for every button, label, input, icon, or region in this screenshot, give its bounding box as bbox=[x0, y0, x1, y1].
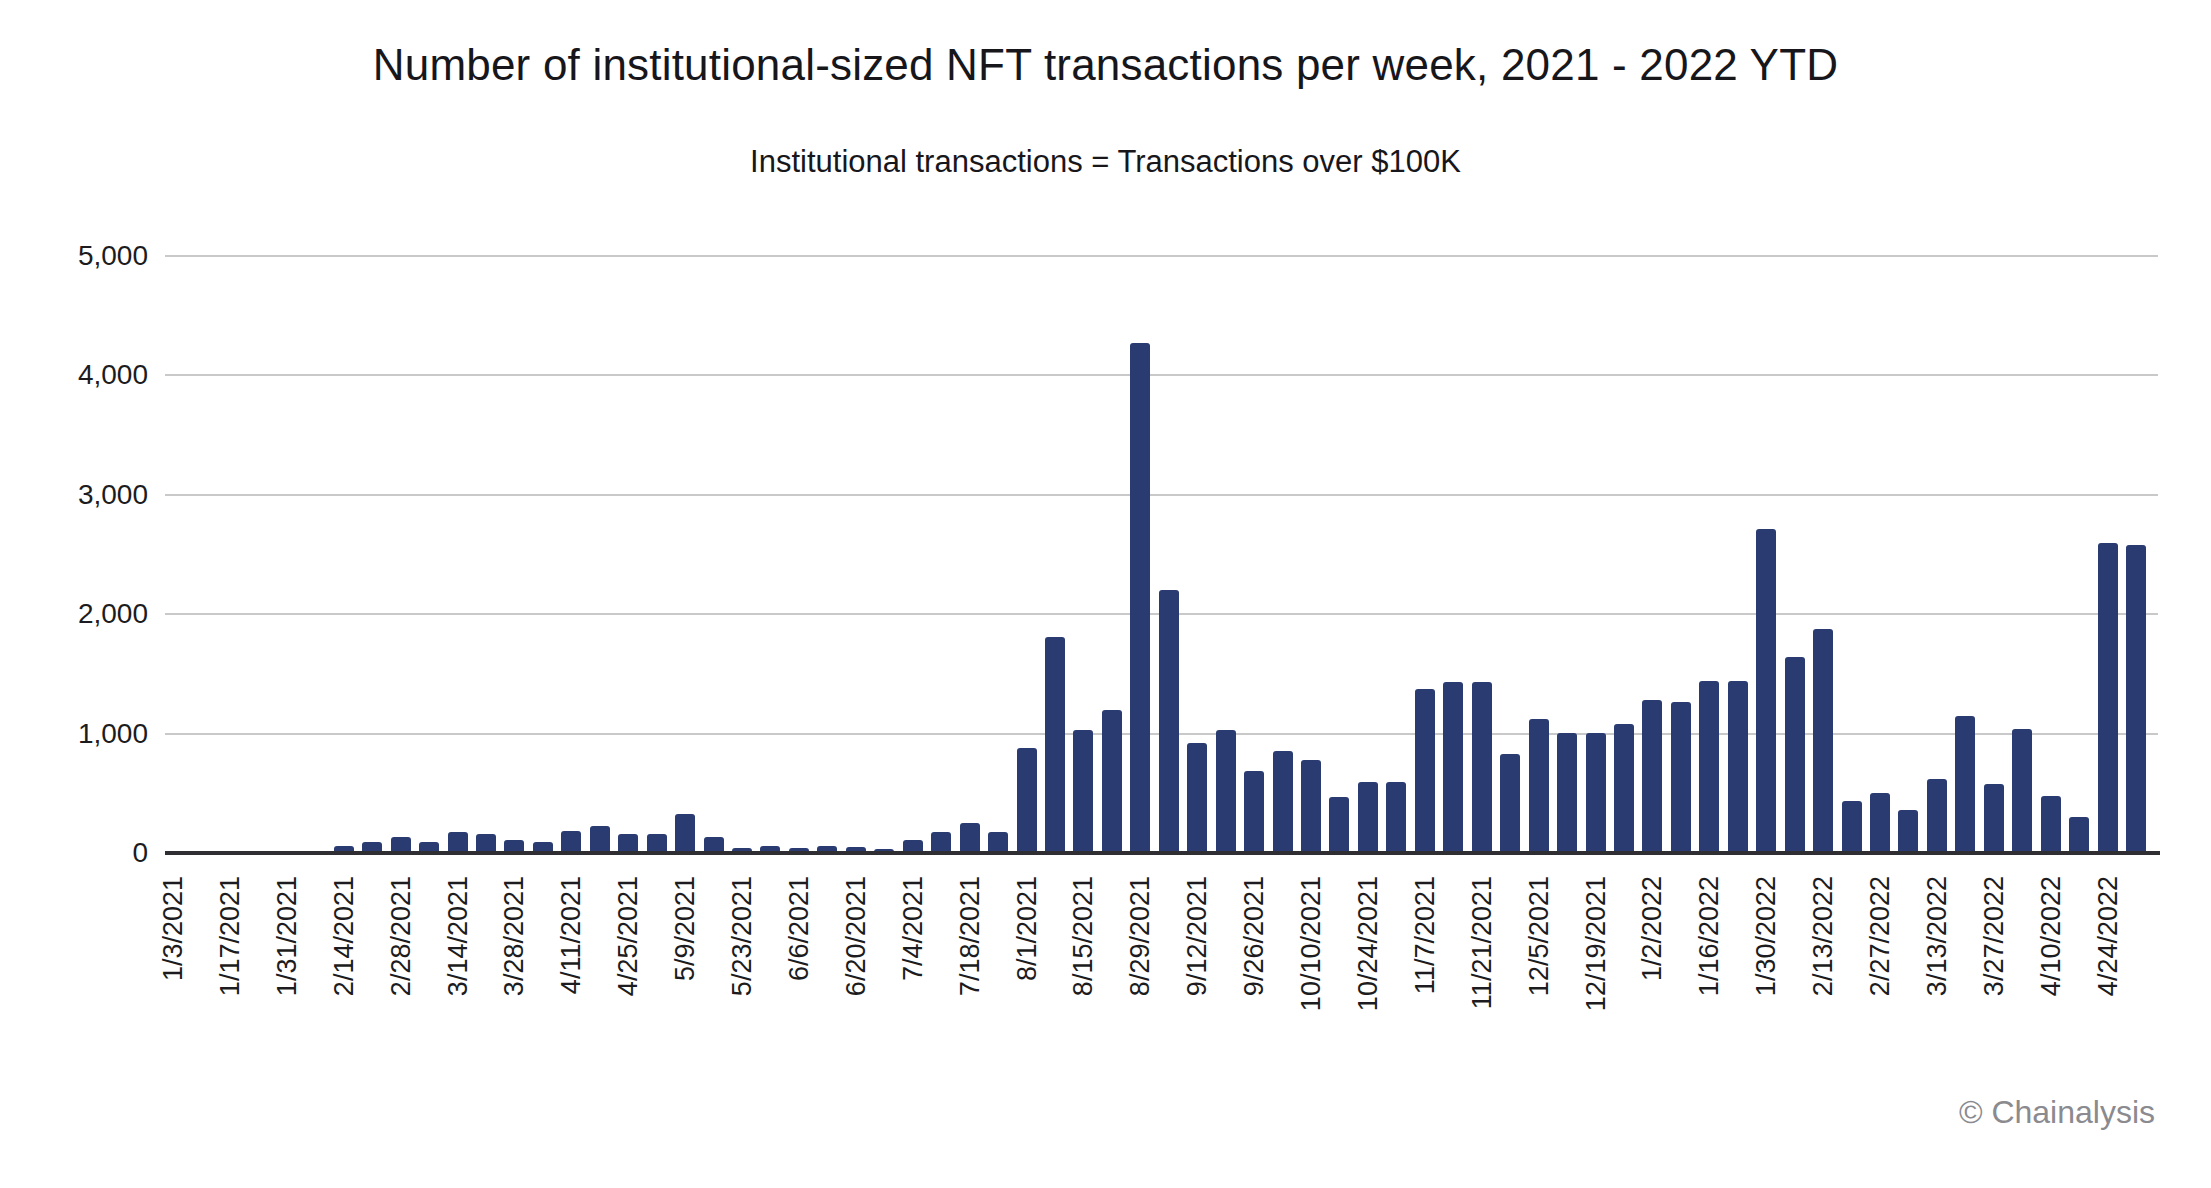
bar-4/3/2022 bbox=[2012, 729, 2032, 853]
bar-10/17/2021 bbox=[1329, 797, 1349, 853]
x-tick-label: 10/24/2021 bbox=[1354, 876, 1382, 1011]
x-tick-label: 5/9/2021 bbox=[671, 876, 699, 981]
x-tick-label: 1/17/2021 bbox=[216, 876, 244, 996]
bar-7/25/2021 bbox=[988, 832, 1008, 853]
x-tick-label: 7/4/2021 bbox=[899, 876, 927, 981]
bar-3/20/2022 bbox=[1955, 716, 1975, 853]
x-tick-label: 6/20/2021 bbox=[842, 876, 870, 996]
y-tick-label: 3,000 bbox=[0, 480, 148, 510]
bar-12/26/2021 bbox=[1614, 724, 1634, 853]
x-tick-label: 5/23/2021 bbox=[728, 876, 756, 996]
bar-8/8/2021 bbox=[1045, 637, 1065, 853]
y-tick-label: 5,000 bbox=[0, 241, 148, 271]
x-tick-label: 9/26/2021 bbox=[1240, 876, 1268, 996]
gridline-4000 bbox=[165, 374, 2158, 376]
bar-2/20/2022 bbox=[1842, 801, 1862, 853]
bar-7/18/2021 bbox=[960, 823, 980, 853]
x-tick-label: 12/5/2021 bbox=[1525, 876, 1553, 996]
x-tick-label: 4/25/2021 bbox=[614, 876, 642, 996]
bar-3/6/2022 bbox=[1898, 810, 1918, 853]
bar-10/3/2021 bbox=[1273, 751, 1293, 853]
y-tick-label: 4,000 bbox=[0, 360, 148, 390]
bar-9/5/2021 bbox=[1159, 590, 1179, 853]
x-tick-label: 1/3/2021 bbox=[159, 876, 187, 981]
bar-4/17/2022 bbox=[2069, 817, 2089, 853]
y-tick-label: 0 bbox=[0, 838, 148, 868]
x-tick-label: 6/6/2021 bbox=[785, 876, 813, 981]
bar-1/2/2022 bbox=[1642, 700, 1662, 853]
chart-subtitle: Institutional transactions = Transaction… bbox=[0, 144, 2211, 180]
bar-1/30/2022 bbox=[1756, 529, 1776, 853]
bar-2/27/2022 bbox=[1870, 793, 1890, 853]
y-tick-label: 1,000 bbox=[0, 719, 148, 749]
x-tick-label: 7/18/2021 bbox=[956, 876, 984, 996]
x-tick-label: 1/2/2022 bbox=[1638, 876, 1666, 981]
x-tick-label: 3/14/2021 bbox=[444, 876, 472, 996]
bar-8/29/2021 bbox=[1130, 343, 1150, 853]
bar-2/13/2022 bbox=[1813, 629, 1833, 853]
x-tick-label: 4/24/2022 bbox=[2094, 876, 2122, 996]
x-tick-label: 4/11/2021 bbox=[557, 876, 585, 994]
x-tick-label: 12/19/2021 bbox=[1582, 876, 1610, 1011]
bar-11/7/2021 bbox=[1415, 689, 1435, 853]
bar-4/10/2022 bbox=[2041, 796, 2061, 853]
bar-3/27/2022 bbox=[1984, 784, 2004, 853]
bar-5/9/2021 bbox=[675, 814, 695, 853]
bar-2/6/2022 bbox=[1785, 657, 1805, 853]
bar-12/19/2021 bbox=[1586, 733, 1606, 853]
bar-9/12/2021 bbox=[1187, 743, 1207, 853]
bar-10/10/2021 bbox=[1301, 760, 1321, 853]
bar-8/15/2021 bbox=[1073, 730, 1093, 853]
x-tick-label: 8/29/2021 bbox=[1126, 876, 1154, 996]
bar-3/14/2021 bbox=[448, 832, 468, 853]
bar-11/21/2021 bbox=[1472, 682, 1492, 853]
bar-9/26/2021 bbox=[1244, 771, 1264, 853]
bar-1/16/2022 bbox=[1699, 681, 1719, 853]
chart-title: Number of institutional-sized NFT transa… bbox=[0, 40, 2211, 90]
x-tick-label: 8/15/2021 bbox=[1069, 876, 1097, 996]
bar-1/9/2022 bbox=[1671, 702, 1691, 853]
x-tick-label: 9/12/2021 bbox=[1183, 876, 1211, 996]
x-tick-label: 8/1/2021 bbox=[1013, 876, 1041, 981]
bar-1/23/2022 bbox=[1728, 681, 1748, 853]
bar-8/1/2021 bbox=[1017, 748, 1037, 853]
bar-9/19/2021 bbox=[1216, 730, 1236, 853]
x-tick-label: 2/13/2022 bbox=[1809, 876, 1837, 996]
x-tick-label: 4/10/2022 bbox=[2037, 876, 2065, 996]
bar-5/1/2022 bbox=[2126, 545, 2146, 853]
gridline-5000 bbox=[165, 255, 2158, 257]
chart-canvas: Number of institutional-sized NFT transa… bbox=[0, 0, 2211, 1188]
bar-11/28/2021 bbox=[1500, 754, 1520, 853]
x-tick-label: 1/30/2022 bbox=[1752, 876, 1780, 996]
x-tick-label: 3/28/2021 bbox=[500, 876, 528, 996]
x-tick-label: 1/16/2022 bbox=[1695, 876, 1723, 996]
bar-8/22/2021 bbox=[1102, 710, 1122, 853]
bar-4/11/2021 bbox=[561, 831, 581, 853]
bar-4/24/2022 bbox=[2098, 543, 2118, 853]
bar-3/13/2022 bbox=[1927, 779, 1947, 853]
bar-7/11/2021 bbox=[931, 832, 951, 853]
bar-11/14/2021 bbox=[1443, 682, 1463, 853]
x-tick-label: 1/31/2021 bbox=[273, 876, 301, 996]
x-tick-label: 2/28/2021 bbox=[387, 876, 415, 996]
x-tick-label: 2/14/2021 bbox=[330, 876, 358, 996]
bar-10/24/2021 bbox=[1358, 782, 1378, 853]
bar-12/5/2021 bbox=[1529, 719, 1549, 853]
bar-12/12/2021 bbox=[1557, 733, 1577, 853]
x-tick-label: 2/27/2022 bbox=[1866, 876, 1894, 996]
chainalysis-credit: © Chainalysis bbox=[1959, 1094, 2155, 1131]
bar-10/31/2021 bbox=[1386, 782, 1406, 853]
x-tick-label: 3/13/2022 bbox=[1923, 876, 1951, 996]
x-tick-label: 11/7/2021 bbox=[1411, 876, 1439, 994]
bar-4/18/2021 bbox=[590, 826, 610, 853]
y-tick-label: 2,000 bbox=[0, 599, 148, 629]
x-tick-label: 10/10/2021 bbox=[1297, 876, 1325, 1011]
gridline-3000 bbox=[165, 494, 2158, 496]
x-axis-line bbox=[165, 851, 2160, 855]
x-tick-label: 11/21/2021 bbox=[1468, 876, 1496, 1009]
x-tick-label: 3/27/2022 bbox=[1980, 876, 2008, 996]
